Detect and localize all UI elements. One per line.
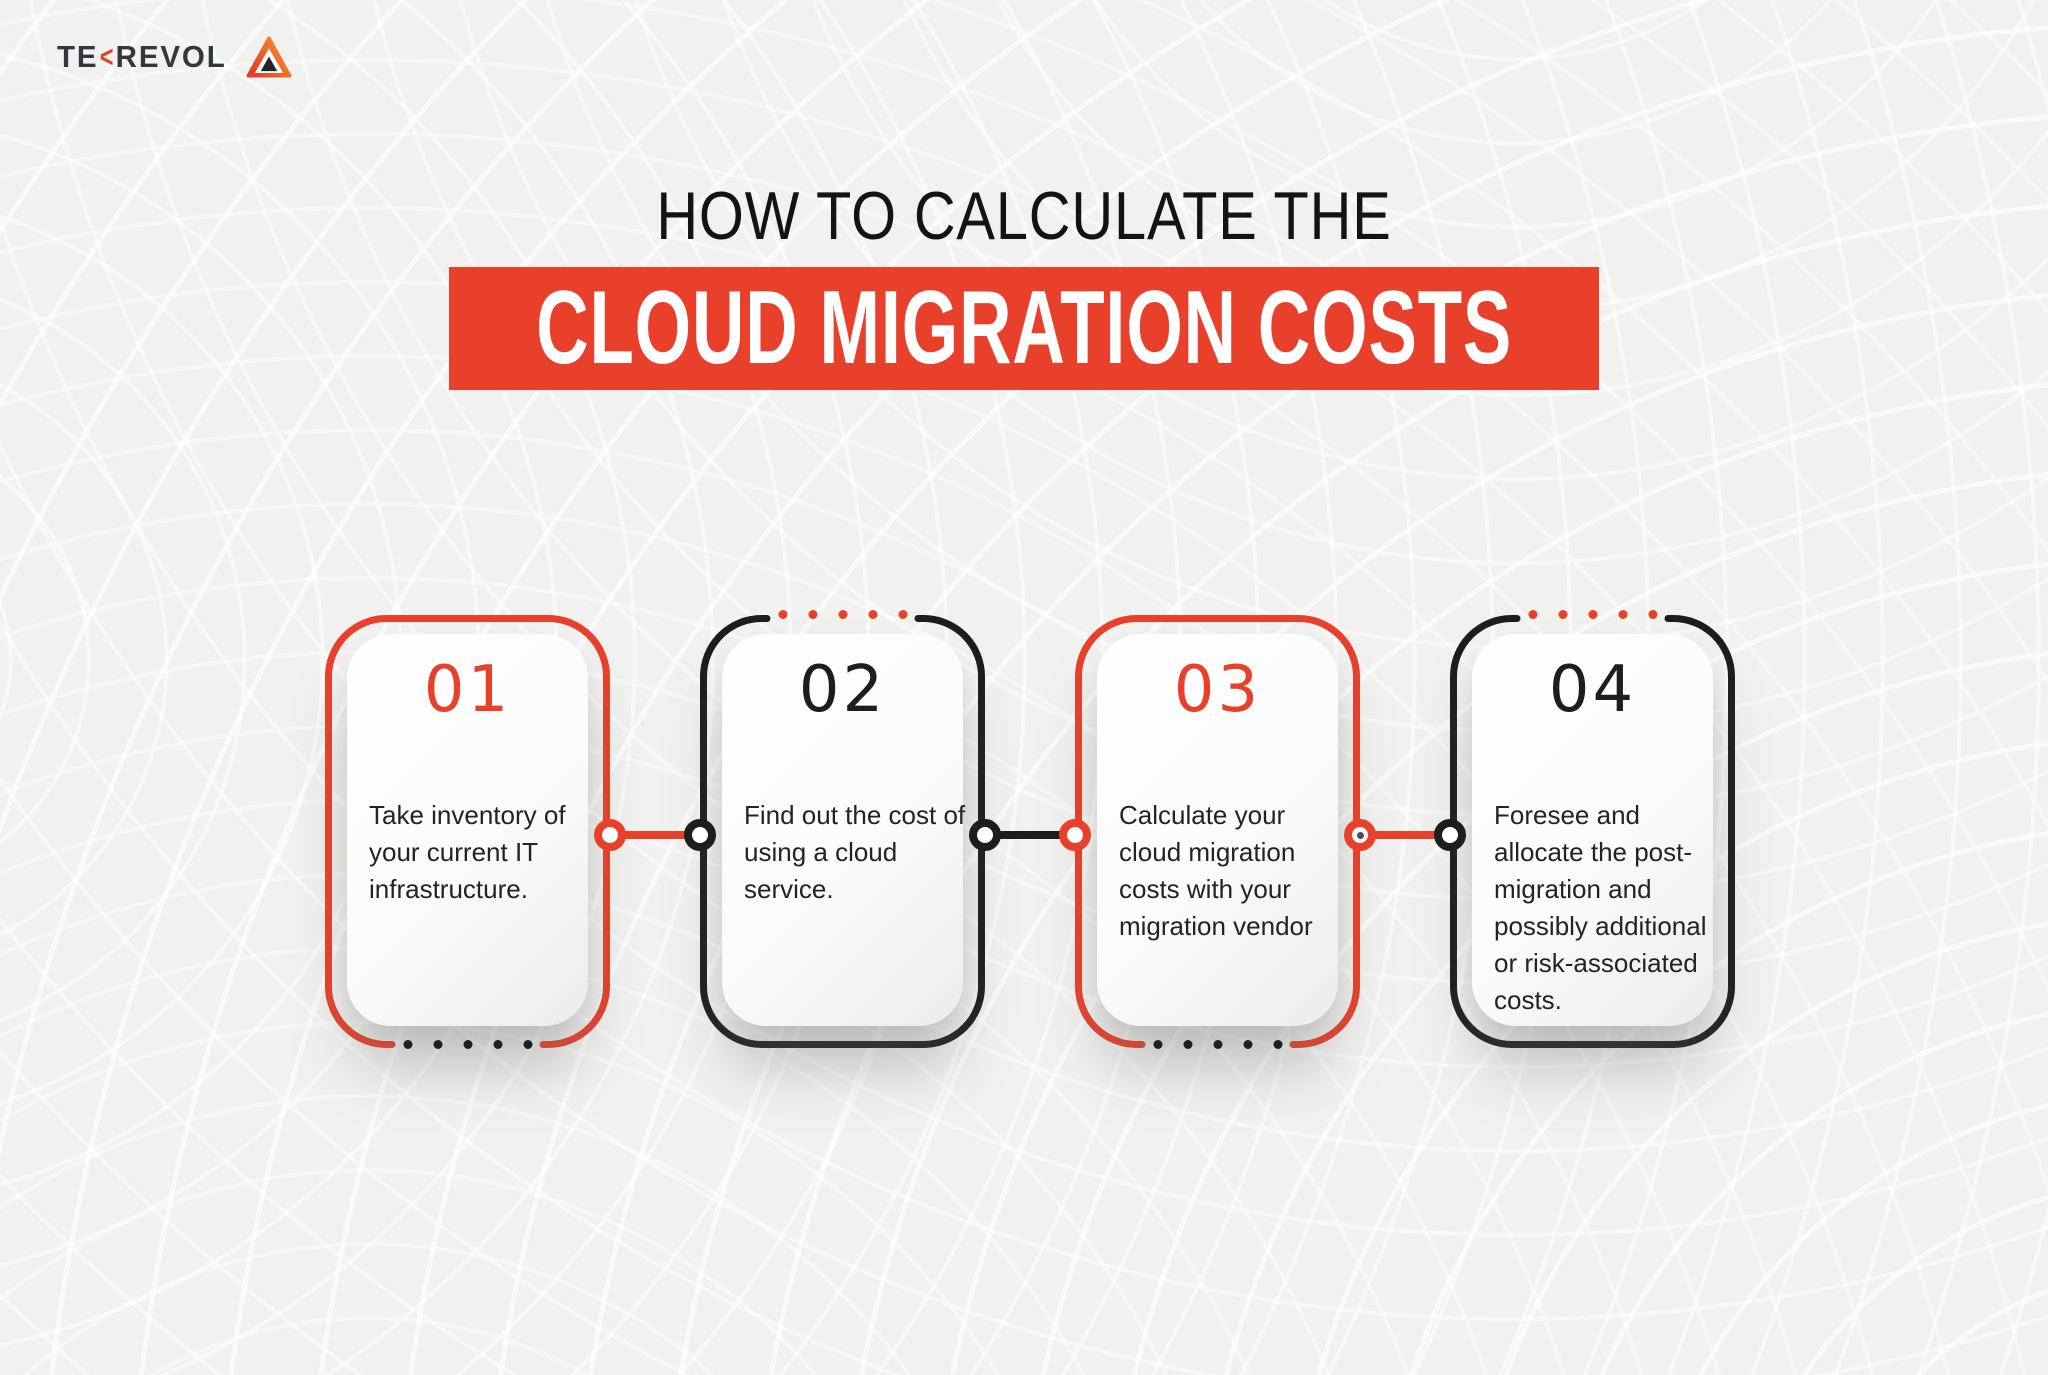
dot: [1648, 610, 1657, 619]
card-panel: [1097, 634, 1338, 1026]
card-border-open-top: [1450, 615, 1735, 1048]
step-card-4: 04 Foresee and allocate the post-migrati…: [1450, 610, 1735, 1048]
title-banner-text: CLOUD MIGRATION COSTS: [536, 270, 1512, 386]
connector-line: [983, 831, 1077, 839]
connector-ring-left: [1344, 819, 1376, 851]
dot: [433, 1040, 442, 1049]
dot: [523, 1040, 532, 1049]
dot: [1528, 610, 1537, 619]
connector-2-3: [969, 819, 1091, 851]
logo-k-chevron: <: [99, 39, 115, 74]
connector-3-4: [1344, 819, 1466, 851]
ring-center-dot: [1356, 831, 1364, 839]
dot: [1183, 1040, 1192, 1049]
card-dots: [403, 1040, 532, 1049]
dot: [1273, 1040, 1282, 1049]
dot: [808, 610, 817, 619]
title-banner: CLOUD MIGRATION COSTS: [449, 267, 1599, 390]
dot: [463, 1040, 472, 1049]
step-card-3: 03 Calculate your cloud migration costs …: [1075, 615, 1360, 1049]
tekrevol-logo: TE < REVOL: [57, 36, 292, 78]
connector-line: [1358, 831, 1452, 839]
steps-row: 01 Take inventory of your current IT inf…: [325, 610, 1735, 1049]
card-dots: [778, 610, 907, 619]
card-border-open-bottom: [1075, 615, 1360, 1048]
connector-ring-left: [594, 819, 626, 851]
step-description: Take inventory of your current IT infras…: [369, 800, 566, 904]
card-panel: [1472, 634, 1713, 1026]
step-card-1: 01 Take inventory of your current IT inf…: [325, 615, 610, 1049]
connector-ring-left: [969, 819, 1001, 851]
dot: [403, 1040, 412, 1049]
page-title: HOW TO CALCULATE THE: [656, 178, 1392, 254]
dot: [1588, 610, 1597, 619]
connector-1-2: [594, 819, 716, 851]
step-description: Calculate your cloud migration costs wit…: [1119, 800, 1313, 941]
card-dots: [1528, 610, 1657, 619]
dot: [778, 610, 787, 619]
connector-ring-right: [1059, 819, 1091, 851]
connector-ring-right: [684, 819, 716, 851]
connector-line: [608, 831, 702, 839]
card-border-open-bottom: [325, 615, 610, 1048]
dot: [1558, 610, 1567, 619]
step-number: 02: [798, 653, 887, 727]
dot: [493, 1040, 502, 1049]
step-description: Foresee and allocate the post-migration …: [1494, 800, 1707, 1015]
card-border-open-top: [700, 615, 985, 1048]
dot: [1213, 1040, 1222, 1049]
card-panel: [347, 634, 588, 1026]
tekrevol-triangle-icon: [246, 36, 291, 78]
logo-wordmark-suffix: REVOL: [115, 39, 227, 74]
step-number: 03: [1173, 653, 1262, 727]
step-card-2: 02 Find out the cost of using a cloud se…: [700, 610, 985, 1048]
card-panel: [722, 634, 963, 1026]
step-number: 01: [423, 653, 512, 727]
connector-ring-right: [1434, 819, 1466, 851]
card-dots: [1153, 1040, 1282, 1049]
step-number: 04: [1548, 653, 1637, 727]
dot: [898, 610, 907, 619]
logo-wordmark: TE < REVOL: [57, 39, 227, 75]
dot: [1618, 610, 1627, 619]
dot: [868, 610, 877, 619]
step-description: Find out the cost of using a cloud servi…: [744, 800, 966, 904]
dot: [1243, 1040, 1252, 1049]
dot: [838, 610, 847, 619]
dot: [1153, 1040, 1162, 1049]
logo-wordmark-prefix: TE: [57, 39, 99, 74]
